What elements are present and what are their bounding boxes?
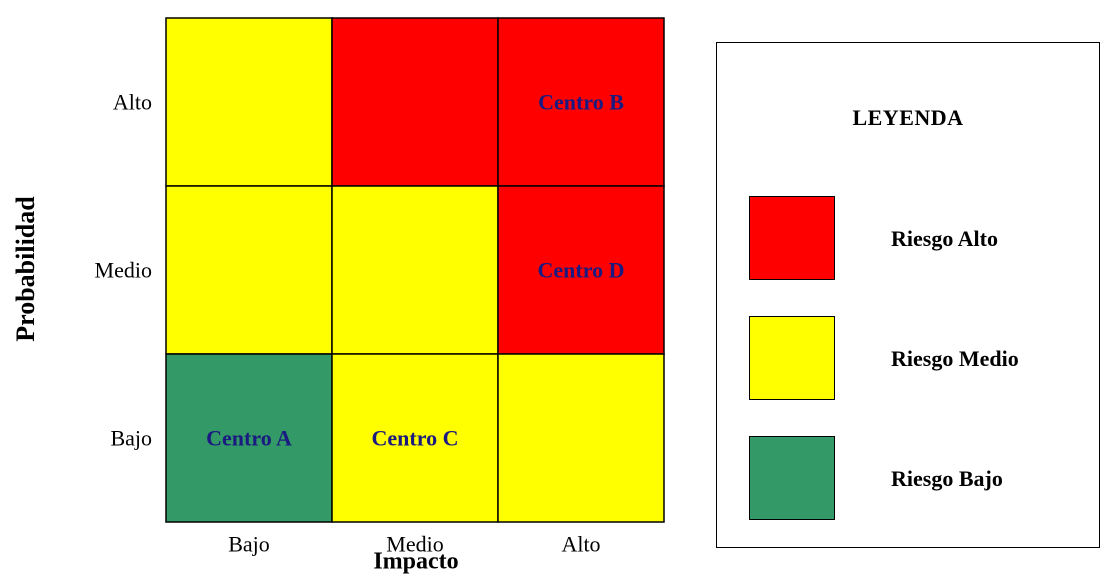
x-tick-bajo: Bajo [228,532,270,557]
cell-r2-c1 [331,353,499,523]
cell-r0-c2 [497,17,665,187]
y-tick-alto: Alto [113,90,152,115]
cell-r1-c2 [497,185,665,355]
legend-item-riesgo-bajo: Riesgo Bajo [749,436,1089,522]
legend-swatch-medio [749,316,835,400]
legend: LEYENDA Riesgo Alto Riesgo Medio Riesgo … [716,42,1100,548]
cell-r1-c1 [331,185,499,355]
y-tick-medio: Medio [95,258,152,283]
cell-label-centro-d: Centro D [538,258,625,283]
legend-label-alto: Riesgo Alto [891,226,998,251]
legend-label-medio: Riesgo Medio [891,346,1019,371]
y-axis-label: Probabilidad [11,196,40,342]
cell-r0-c1 [331,17,499,187]
cell-r0-c0 [165,17,333,187]
x-tick-medio: Medio [386,532,443,557]
legend-swatch-alto [749,196,835,280]
cell-label-centro-c: Centro C [372,426,459,451]
cell-r2-c0 [165,353,333,523]
legend-item-riesgo-medio: Riesgo Medio [749,316,1089,402]
legend-label-bajo: Riesgo Bajo [891,466,1003,491]
cell-label-centro-b: Centro B [538,90,624,115]
x-axis-label: Impacto [373,548,459,575]
legend-swatch-bajo [749,436,835,520]
cell-r1-c0 [165,185,333,355]
legend-item-riesgo-alto: Riesgo Alto [749,196,1089,282]
cell-label-centro-a: Centro A [206,426,292,451]
cell-r2-c2 [497,353,665,523]
x-tick-alto: Alto [561,532,600,557]
risk-matrix: Centro B Centro D Centro A Centro C Alto Medi… [95,17,665,557]
legend-title: LEYENDA [852,105,964,130]
y-tick-bajo: Bajo [110,426,152,451]
